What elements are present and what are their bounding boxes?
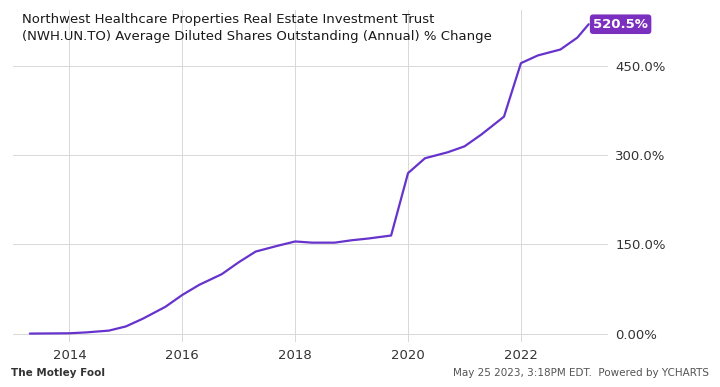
Text: May 25 2023, 3:18PM EDT.  Powered by YCHARTS: May 25 2023, 3:18PM EDT. Powered by YCHA… [453,368,709,378]
Text: Northwest Healthcare Properties Real Estate Investment Trust
(NWH.UN.TO) Average: Northwest Healthcare Properties Real Est… [22,13,492,43]
Text: 520.5%: 520.5% [593,18,648,31]
Text: The Motley Fool: The Motley Fool [11,368,105,378]
